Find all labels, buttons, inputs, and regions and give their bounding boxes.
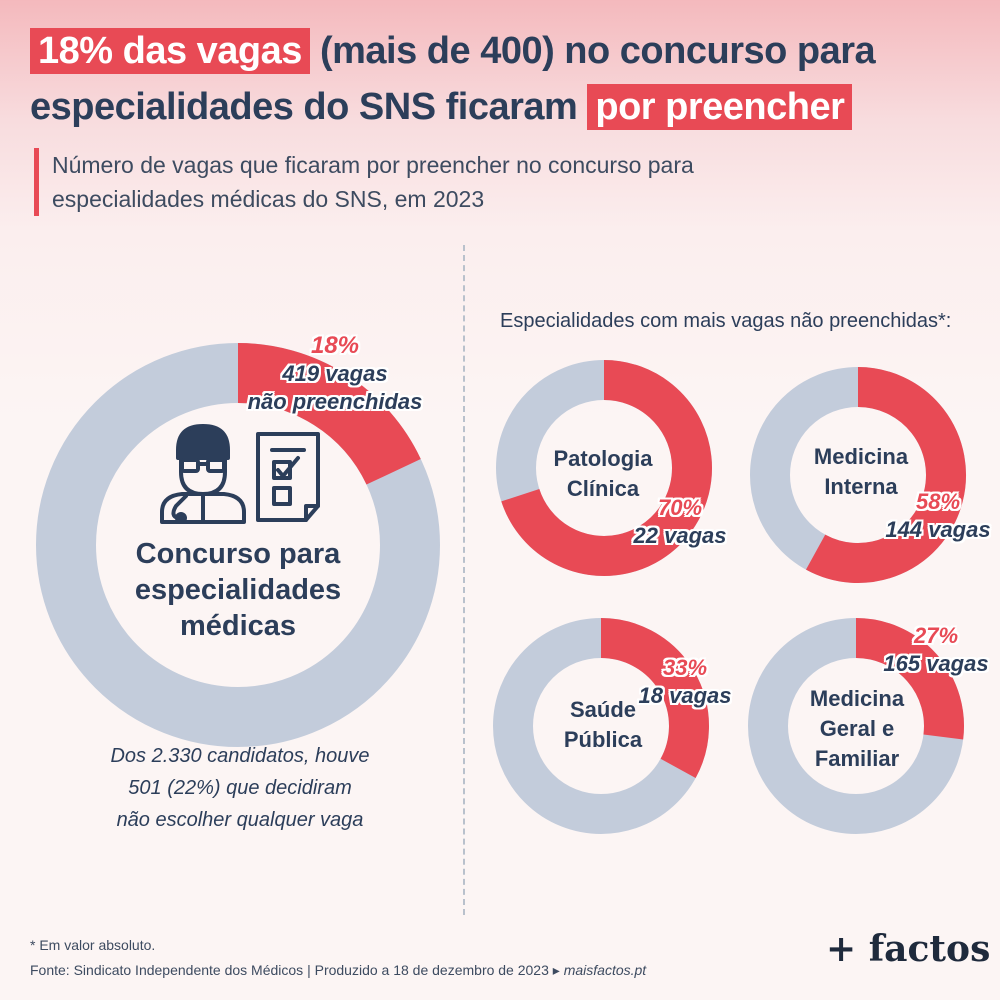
specialty-label-patologia: Patologia Clínica xyxy=(533,444,673,504)
specialty-label-saude-publica: Saúde Pública xyxy=(533,695,673,755)
specialty-pct: 33% xyxy=(662,655,708,680)
note-line: não escolher qualquer vaga xyxy=(116,809,364,831)
donut-saude-publica xyxy=(493,618,709,834)
specialty-line: Familiar xyxy=(814,746,900,771)
checklist-icon xyxy=(256,432,320,522)
donut-patologia-clinica xyxy=(496,360,712,576)
section-divider xyxy=(463,245,465,915)
title-text-2: especialidades do SNS ficaram xyxy=(30,86,588,128)
donut-slice-unfilled xyxy=(501,360,712,576)
specialty-label-mgf: Medicina Geral e Familiar xyxy=(787,684,927,774)
title-highlight-2: por preencher xyxy=(587,84,853,130)
main-label-line: especialidades xyxy=(134,574,342,606)
main-pct-label: 18% 419 vagas não preenchidas xyxy=(240,332,430,416)
specialty-pct-saude-publica: 33% 18 vagas xyxy=(630,654,740,710)
main-label-line: médicas xyxy=(179,610,297,642)
donut-slice-unfilled xyxy=(600,618,709,779)
specialty-line: Medicina xyxy=(813,444,909,469)
donut-slice-unfilled xyxy=(855,618,964,740)
brand-logo: + factos xyxy=(826,928,991,970)
donut-medicina-interna xyxy=(750,367,966,583)
specialty-line: Pública xyxy=(563,727,643,752)
title-line-2: especialidades do SNS ficaram por preenc… xyxy=(30,84,853,130)
site-link[interactable]: maisfactos.pt xyxy=(563,962,647,978)
specialty-pct-medicina-interna: 58% 144 vagas xyxy=(878,488,998,544)
specialty-vagas: 22 vagas xyxy=(633,523,727,548)
main-donut xyxy=(36,343,440,747)
footnote: * Em valor absoluto. xyxy=(30,937,156,953)
specialty-pct: 27% xyxy=(913,623,959,648)
specialty-vagas: 165 vagas xyxy=(883,651,989,676)
main-label-line: Concurso para xyxy=(135,538,341,570)
specialties-title: Especialidades com mais vagas não preenc… xyxy=(500,310,952,332)
candidates-note: Dos 2.330 candidatos, houve 501 (22%) qu… xyxy=(95,740,385,836)
specialty-pct-mgf: 27% 165 vagas xyxy=(876,622,996,678)
subtitle-line-2: especialidades médicas do SNS, em 2023 xyxy=(52,186,485,212)
specialty-vagas: 18 vagas xyxy=(638,683,732,708)
donut-slice-unfilled xyxy=(806,367,966,583)
note-line: Dos 2.330 candidatos, houve xyxy=(110,745,370,767)
specialty-line: Geral e xyxy=(819,716,895,741)
specialty-line: Medicina xyxy=(809,686,905,711)
subtitle: Número de vagas que ficaram por preenche… xyxy=(34,148,694,216)
specialty-pct-patologia: 70% 22 vagas xyxy=(625,494,735,550)
subtitle-line-1: Número de vagas que ficaram por preenche… xyxy=(52,152,694,178)
note-line: 501 (22%) que decidiram xyxy=(128,777,352,799)
specialty-line: Saúde xyxy=(569,697,637,722)
donut-slice-unfilled xyxy=(237,343,421,486)
donut-group xyxy=(36,343,966,834)
source-text: Fonte: Sindicato Independente dos Médico… xyxy=(30,962,564,978)
specialty-line: Interna xyxy=(824,474,898,499)
main-vagas: 419 vagas xyxy=(282,361,388,386)
specialty-label-medicina-interna: Medicina Interna xyxy=(791,442,931,502)
main-donut-label: Concurso para especialidades médicas xyxy=(118,536,358,644)
specialty-pct: 70% xyxy=(657,495,703,520)
specialty-vagas: 144 vagas xyxy=(885,517,991,542)
title-text-1: (mais de 400) no concurso para xyxy=(309,30,876,72)
main-pct: 18% xyxy=(310,332,360,359)
title-highlight-1: 18% das vagas xyxy=(30,28,310,74)
main-extra: não preenchidas xyxy=(247,389,423,414)
specialty-line: Patologia xyxy=(553,446,653,471)
specialty-pct: 58% xyxy=(915,489,961,514)
title-line-1: 18% das vagas (mais de 400) no concurso … xyxy=(30,28,876,74)
donut-medicina-geral-familiar xyxy=(748,618,964,834)
source-line: Fonte: Sindicato Independente dos Médico… xyxy=(30,962,646,979)
doctor-icon xyxy=(160,424,246,524)
specialty-line: Clínica xyxy=(566,476,640,501)
